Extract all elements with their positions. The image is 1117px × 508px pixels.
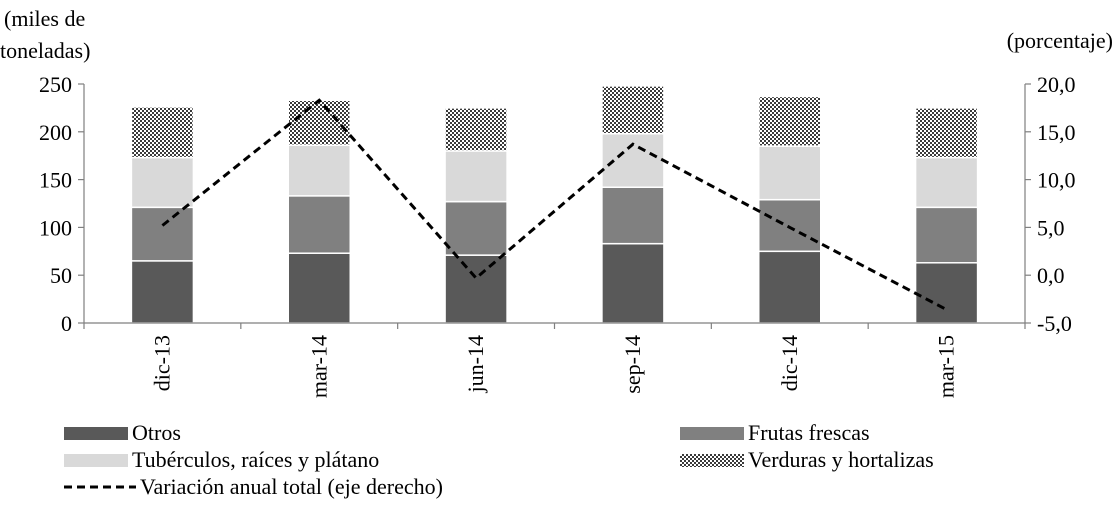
legend-label-0: Otros [132,420,181,445]
bar-dic-13-series-3 [130,106,195,159]
bar-jun-14-series-2 [444,150,508,203]
bar-mar-14-series-0 [287,252,351,324]
line-series-variacion [161,98,948,311]
bar-dic-14-series-2 [758,145,822,201]
left-tick-label: 150 [39,168,72,193]
bar-mar-14-series-2 [287,144,351,197]
bar-mar-14-series-1 [287,195,351,254]
bar-jun-14-series-3 [444,107,508,152]
bar-mar-15-series-2 [914,156,979,209]
bar-dic-13-series-1 [130,206,195,262]
bar-dic-13-series-0 [130,260,195,324]
right-axis-title: (porcentaje) [1006,28,1113,53]
left-tick-label: 100 [39,215,72,240]
left-axis-title-line1: (miles de [4,6,86,31]
legend-swatch-3 [680,454,744,467]
right-tick-label: 5,0 [1037,215,1065,240]
left-tick-label: 0 [61,311,72,336]
x-tick-label: dic-14 [777,335,802,391]
bar-mar-14-series-3 [287,99,351,146]
bar-jun-14-series-1 [444,200,508,256]
legend-label-2: Tubérculos, raíces y plátano [132,447,379,472]
bar-mar-15-series-1 [914,206,979,264]
x-tick-label: sep-14 [620,335,645,394]
bar-sep-14-series-2 [601,132,665,188]
bars-layer [130,85,979,324]
x-tick-label: mar-14 [306,335,331,398]
legend-swatch-2 [64,454,128,467]
x-tick-label: mar-15 [934,335,959,398]
bar-sep-14-series-3 [601,85,665,135]
right-tick-label: 0,0 [1037,263,1065,288]
axes-layer: 0 50 100 150 200 250 -5,0 0,0 5,0 10,0 15,0 20,0 dic… [39,72,1076,398]
legend-label-line: Variación anual total (eje derecho) [140,474,443,499]
legend-swatch-1 [680,427,744,440]
bar-dic-14-series-0 [758,250,822,324]
x-tick-label: jun-14 [463,335,488,393]
bar-sep-14-series-1 [601,186,665,245]
left-tick-label: 250 [39,72,72,97]
left-tick-label: 50 [50,263,72,288]
x-tick-label: dic-13 [149,335,174,391]
bar-mar-15-series-0 [914,262,979,324]
legend-label-3: Verduras y hortalizas [748,447,934,472]
bar-jun-14-series-0 [444,254,508,324]
legend-label-1: Frutas frescas [748,420,870,445]
legend-swatch-0 [64,427,128,440]
right-tick-label: -5,0 [1037,311,1072,336]
left-tick-label: 200 [39,120,72,145]
bar-sep-14-series-0 [601,242,665,324]
line-layer [161,98,948,311]
legend: Otros Frutas frescas Tubérculos, raíces y … [64,420,934,499]
right-tick-label: 10,0 [1037,168,1076,193]
right-tick-label: 15,0 [1037,120,1076,145]
left-axis-title-line2: toneladas) [0,38,91,63]
right-tick-label: 20,0 [1037,72,1076,97]
bar-dic-14-series-1 [758,198,822,253]
bar-dic-13-series-2 [130,156,195,209]
bar-dic-14-series-3 [758,95,822,147]
bar-mar-15-series-3 [914,107,979,159]
